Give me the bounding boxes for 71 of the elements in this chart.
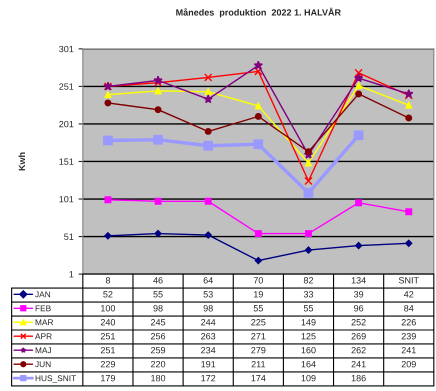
data-label: 239	[402, 333, 416, 340]
y-tick-label: 251	[59, 83, 74, 90]
legend-label: JUN	[35, 361, 50, 368]
data-label: 271	[251, 333, 266, 340]
legend-label: JAN	[35, 291, 50, 298]
data-label: 220	[150, 360, 166, 368]
data-label: 234	[201, 347, 216, 354]
data-label: 96	[354, 305, 364, 312]
data-label: 55	[304, 305, 314, 312]
data-label: 241	[352, 360, 366, 368]
data-label: 259	[150, 347, 166, 354]
data-label: 251	[100, 347, 115, 354]
data-label: 211	[252, 360, 266, 368]
data-label: 164	[302, 360, 316, 368]
data-label: 279	[251, 347, 266, 354]
data-label: 109	[302, 374, 316, 382]
x-tick-label: 82	[304, 277, 314, 284]
data-label: 55	[254, 305, 263, 312]
y-tick-label: 51	[64, 234, 74, 240]
y-tick-label: 301	[59, 46, 74, 52]
data-label: 186	[352, 374, 366, 382]
data-label: 172	[201, 374, 216, 382]
data-label: 174	[251, 375, 266, 382]
data-label: 42	[404, 291, 414, 298]
data-label: 33	[304, 291, 314, 298]
data-label: 53	[204, 291, 213, 298]
data-label: 269	[352, 333, 366, 340]
data-label: 179	[101, 374, 116, 382]
data-label: 149	[302, 319, 316, 326]
x-tick-label: 8	[106, 277, 110, 284]
data-label: 252	[352, 319, 366, 326]
y-tick-label: 201	[59, 120, 74, 128]
data-label: 226	[402, 319, 416, 326]
data-label: 256	[150, 333, 166, 340]
data-label: 160	[302, 347, 316, 354]
data-label: 209	[402, 360, 416, 368]
y-tick-label: 1	[69, 271, 74, 278]
data-label: 52	[103, 291, 112, 298]
data-label: 229	[100, 360, 116, 368]
x-tick-label: 46	[153, 277, 163, 284]
x-tick-label: 70	[254, 277, 263, 284]
legend-label: MAR	[36, 319, 54, 326]
x-tick-label: SNIT	[398, 277, 419, 284]
x-tick-label: 64	[204, 277, 213, 284]
legend-label: HUS_SNIT	[36, 375, 76, 383]
data-label: 262	[352, 347, 366, 354]
data-label: 251	[100, 333, 115, 340]
data-label: 180	[151, 374, 166, 382]
data-label: 191	[201, 360, 216, 368]
data-label: 100	[101, 305, 116, 312]
data-label: 244	[201, 319, 216, 326]
data-label: 84	[404, 305, 414, 312]
y-tick-label: 151	[59, 158, 74, 165]
data-label: 55	[153, 291, 163, 298]
data-label: 263	[201, 333, 216, 340]
y-axis-title: Kwh	[18, 152, 26, 170]
data-label: 241	[402, 347, 416, 354]
chart-title: Månedes produktion 2022 1. HALVÅR	[176, 8, 341, 18]
data-label: 98	[153, 305, 163, 312]
legend-label: APR	[34, 333, 52, 340]
x-tick-label: 134	[352, 277, 366, 284]
data-label: 39	[354, 291, 364, 298]
data-label: 98	[204, 305, 213, 312]
legend-label: FEB	[36, 305, 51, 312]
data-label: 225	[251, 319, 266, 326]
data-label: 19	[254, 291, 263, 298]
data-label: 245	[150, 319, 166, 326]
data-label: 125	[302, 333, 316, 340]
data-label: 240	[100, 319, 116, 326]
y-tick-label: 101	[59, 196, 74, 202]
legend-label: MAJ	[36, 347, 52, 354]
